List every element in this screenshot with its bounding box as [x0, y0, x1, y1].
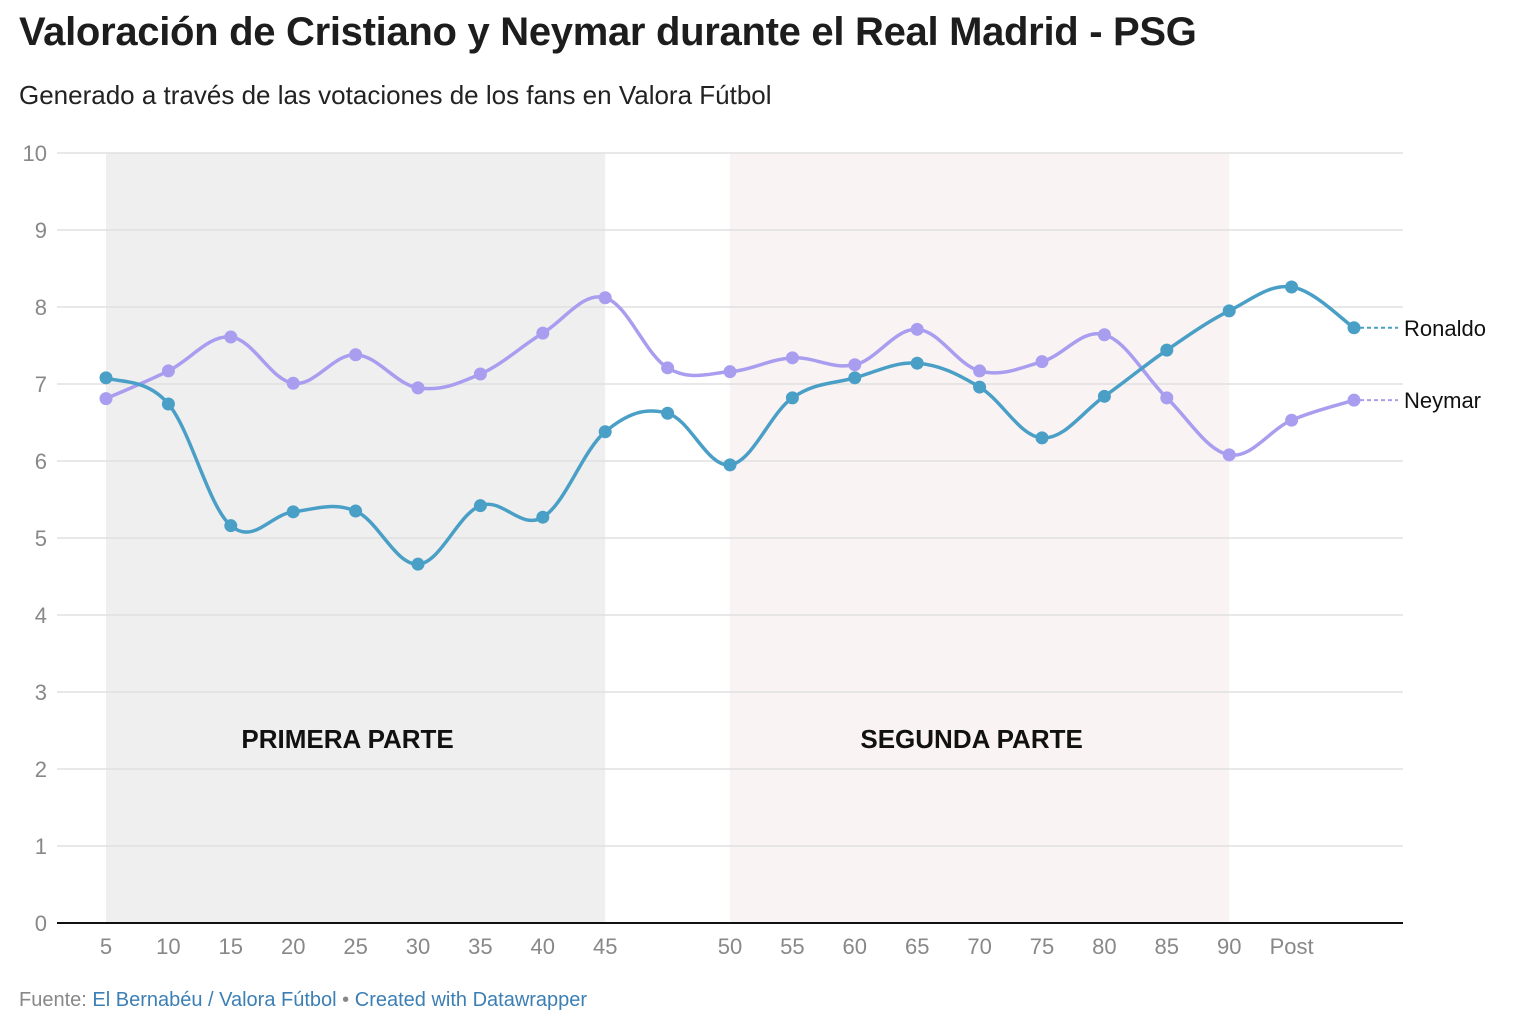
x-tick-label: 85: [1155, 934, 1179, 959]
x-tick-label: 60: [843, 934, 867, 959]
y-tick-label: 3: [35, 680, 47, 705]
data-point-neymar: [973, 364, 987, 378]
x-tick-label: 5: [100, 934, 112, 959]
data-point-ronaldo: [286, 505, 300, 519]
data-point-neymar: [910, 322, 924, 336]
data-point-neymar: [723, 365, 737, 379]
data-point-ronaldo: [161, 397, 175, 411]
x-tick-label: 30: [406, 934, 430, 959]
data-point-neymar: [1285, 413, 1299, 427]
x-tick-label: 25: [343, 934, 367, 959]
y-tick-label: 7: [35, 372, 47, 397]
y-tick-label: 9: [35, 218, 47, 243]
data-point-ronaldo: [536, 510, 550, 524]
data-point-ronaldo: [224, 519, 238, 533]
data-point-neymar: [1222, 448, 1236, 462]
data-point-neymar: [286, 376, 300, 390]
data-point-neymar: [1347, 393, 1361, 407]
data-point-neymar: [1160, 391, 1174, 405]
chart-title: Valoración de Cristiano y Neymar durante…: [19, 10, 1197, 54]
x-tick-label: 15: [219, 934, 243, 959]
y-tick-label: 4: [35, 603, 47, 628]
chart-subtitle: Generado a través de las votaciones de l…: [19, 80, 772, 110]
data-point-ronaldo: [1097, 389, 1111, 403]
series-label-neymar: Neymar: [1404, 388, 1481, 413]
series-line-ronaldo: [105, 284, 1356, 566]
data-point-neymar: [349, 348, 363, 362]
data-point-ronaldo: [411, 557, 425, 571]
period-label: SEGUNDA PARTE: [860, 724, 1082, 754]
data-point-ronaldo: [473, 499, 487, 513]
data-point-neymar: [1097, 328, 1111, 342]
data-point-ronaldo: [99, 371, 113, 385]
data-point-neymar: [536, 326, 550, 340]
data-point-ronaldo: [1035, 431, 1049, 445]
footer: Fuente: El Bernabéu / Valora Fútbol • Cr…: [19, 989, 587, 1012]
y-tick-label: 10: [23, 141, 47, 166]
x-tick-label: 50: [718, 934, 742, 959]
separator: •: [342, 989, 350, 1011]
y-tick-label: 5: [35, 526, 47, 551]
data-point-neymar: [598, 291, 612, 305]
y-tick-label: 0: [35, 911, 47, 936]
data-point-neymar: [224, 330, 238, 344]
x-tick-label: Post: [1270, 934, 1314, 959]
x-tick-label: 80: [1092, 934, 1116, 959]
period-label: PRIMERA PARTE: [241, 724, 453, 754]
data-point-ronaldo: [785, 391, 799, 405]
data-point-ronaldo: [349, 504, 363, 518]
y-tick-label: 1: [35, 834, 47, 859]
data-point-ronaldo: [1222, 304, 1236, 318]
y-tick-label: 8: [35, 295, 47, 320]
data-point-ronaldo: [661, 406, 675, 420]
data-point-neymar: [785, 351, 799, 365]
data-point-ronaldo: [598, 425, 612, 439]
data-point-ronaldo: [1285, 280, 1299, 294]
datawrapper-link[interactable]: Created with Datawrapper: [354, 989, 588, 1011]
data-point-neymar: [161, 364, 175, 378]
data-point-ronaldo: [1160, 343, 1174, 357]
data-point-ronaldo: [723, 458, 737, 472]
source-label: Fuente:: [19, 989, 87, 1011]
data-point-neymar: [411, 381, 425, 395]
data-point-ronaldo: [910, 356, 924, 370]
x-tick-label: 45: [593, 934, 617, 959]
data-point-ronaldo: [848, 371, 862, 385]
x-tick-label: 35: [468, 934, 492, 959]
y-tick-label: 2: [35, 757, 47, 782]
data-point-ronaldo: [973, 380, 987, 394]
x-tick-label: 20: [281, 934, 305, 959]
x-tick-label: 10: [156, 934, 180, 959]
x-tick-label: 65: [905, 934, 929, 959]
y-tick-label: 6: [35, 449, 47, 474]
x-tick-label: 90: [1217, 934, 1241, 959]
data-point-neymar: [1035, 355, 1049, 369]
x-tick-label: 55: [780, 934, 804, 959]
x-tick-label: 70: [967, 934, 991, 959]
data-point-neymar: [661, 361, 675, 375]
x-tick-label: 40: [531, 934, 555, 959]
series-label-ronaldo: Ronaldo: [1404, 316, 1486, 341]
data-point-neymar: [99, 392, 113, 406]
data-point-ronaldo: [1347, 321, 1361, 335]
x-tick-label: 75: [1030, 934, 1054, 959]
data-point-neymar: [473, 367, 487, 381]
data-point-neymar: [848, 358, 862, 372]
source-link[interactable]: El Bernabéu / Valora Fútbol: [92, 989, 337, 1011]
